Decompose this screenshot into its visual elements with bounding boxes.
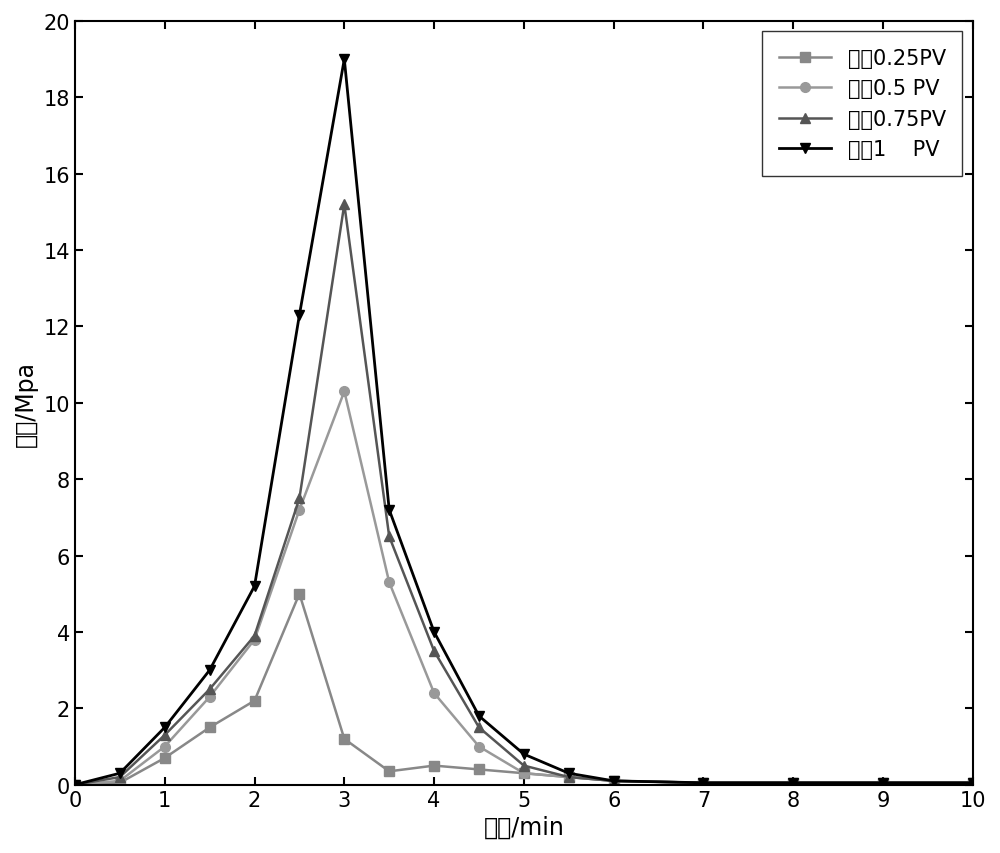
注入0.25PV (697, 778, 709, 788)
注入0.25PV (249, 696, 261, 706)
注入0.25PV (69, 780, 81, 790)
X-axis label: 时间/min: 时间/min (483, 815, 564, 839)
Legend: 注入0.25PV, 注入0.5 PV, 注入0.75PV, 注入1    PV: 注入0.25PV, 注入0.5 PV, 注入0.75PV, 注入1 PV (762, 32, 962, 177)
注入0.25PV (293, 589, 305, 599)
注入0.75PV (69, 780, 81, 790)
Line: 注入1    PV: 注入1 PV (70, 55, 978, 790)
注入1    PV (69, 780, 81, 790)
注入0.25PV (204, 722, 216, 733)
Y-axis label: 压力/Mpa: 压力/Mpa (14, 360, 38, 446)
注入0.25PV (518, 769, 530, 779)
注入0.5 PV (159, 741, 171, 751)
注入0.5 PV (114, 776, 126, 786)
注入0.5 PV (608, 776, 620, 786)
注入0.75PV (114, 772, 126, 782)
注入1    PV (608, 776, 620, 786)
注入0.5 PV (563, 772, 575, 782)
注入0.5 PV (473, 741, 485, 751)
注入1    PV (877, 778, 889, 788)
注入0.5 PV (787, 778, 799, 788)
注入0.75PV (428, 646, 440, 656)
注入0.5 PV (877, 778, 889, 788)
注入1    PV (293, 310, 305, 321)
注入1    PV (697, 778, 709, 788)
注入0.25PV (114, 778, 126, 788)
注入0.75PV (204, 684, 216, 694)
注入1    PV (249, 581, 261, 591)
注入1    PV (518, 749, 530, 759)
注入0.5 PV (518, 769, 530, 779)
注入0.25PV (787, 778, 799, 788)
注入0.75PV (293, 494, 305, 504)
注入1    PV (787, 778, 799, 788)
注入0.5 PV (69, 780, 81, 790)
注入0.25PV (608, 776, 620, 786)
注入0.25PV (877, 778, 889, 788)
注入1    PV (114, 769, 126, 779)
注入0.25PV (473, 764, 485, 775)
注入0.75PV (877, 778, 889, 788)
注入0.75PV (563, 772, 575, 782)
注入0.75PV (159, 730, 171, 740)
注入0.5 PV (249, 635, 261, 645)
注入1    PV (473, 711, 485, 722)
注入0.5 PV (293, 505, 305, 515)
注入0.25PV (967, 778, 979, 788)
注入1    PV (967, 778, 979, 788)
注入0.25PV (159, 753, 171, 763)
注入0.25PV (563, 772, 575, 782)
注入1    PV (159, 722, 171, 733)
注入0.25PV (428, 761, 440, 771)
注入0.75PV (608, 776, 620, 786)
注入1    PV (428, 627, 440, 637)
注入0.5 PV (697, 778, 709, 788)
注入1    PV (383, 505, 395, 515)
注入0.75PV (249, 631, 261, 641)
注入0.25PV (338, 734, 350, 744)
注入0.75PV (787, 778, 799, 788)
注入0.25PV (383, 766, 395, 776)
注入0.75PV (518, 761, 530, 771)
注入0.5 PV (383, 577, 395, 588)
注入1    PV (338, 55, 350, 65)
Line: 注入0.25PV: 注入0.25PV (70, 589, 978, 790)
注入1    PV (563, 769, 575, 779)
注入0.75PV (697, 778, 709, 788)
注入0.75PV (383, 531, 395, 542)
注入0.5 PV (428, 688, 440, 699)
注入0.5 PV (967, 778, 979, 788)
注入1    PV (204, 665, 216, 676)
Line: 注入0.75PV: 注入0.75PV (70, 200, 978, 790)
注入0.5 PV (338, 386, 350, 397)
注入0.75PV (473, 722, 485, 733)
注入0.75PV (967, 778, 979, 788)
Line: 注入0.5 PV: 注入0.5 PV (70, 387, 978, 790)
注入0.75PV (338, 200, 350, 210)
注入0.5 PV (204, 692, 216, 702)
